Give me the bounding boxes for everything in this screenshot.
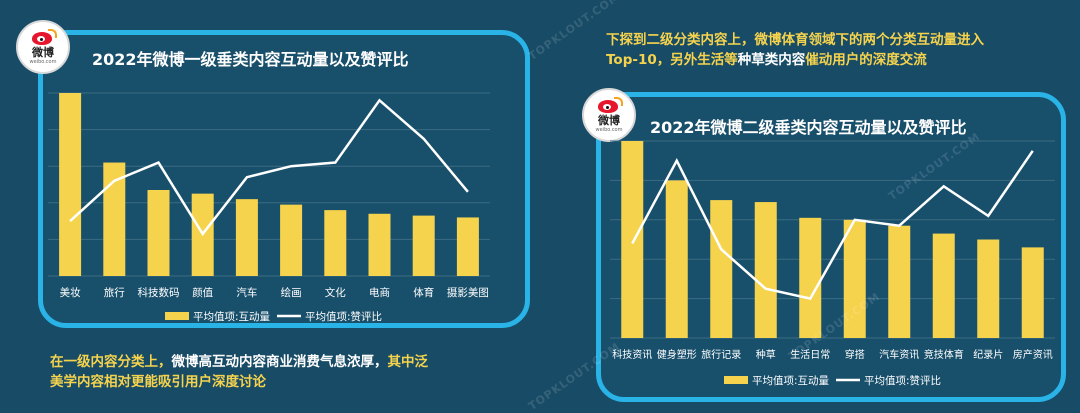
bar [103, 162, 126, 276]
logo-brand-text: 微博 [32, 45, 54, 59]
weibo-eye-icon [32, 28, 57, 46]
bar [843, 219, 866, 338]
bar [977, 239, 1000, 338]
bar [324, 210, 347, 276]
x-tick-label: 科技数码 [138, 286, 180, 299]
caption-run: 在一级内容分类上， [50, 354, 172, 370]
bar [59, 93, 82, 276]
bar [235, 199, 258, 276]
caption-secondary: 下探到二级分类内容上，微博体育领域下的两个分类互动量进入 Top-10，另外生活等… [606, 30, 984, 70]
weibo-logo: 微博 weibo.com [582, 88, 636, 142]
x-tick-label: 体育 [413, 286, 434, 299]
x-tick-label: 种草 [756, 348, 776, 361]
logo-domain-text: weibo.com [29, 58, 57, 65]
bar [412, 215, 435, 276]
bar [888, 225, 911, 338]
x-tick-label: 颜值 [192, 286, 213, 299]
bar [932, 233, 955, 338]
legend-label: 平均值项:赞评比 [305, 310, 382, 323]
x-tick-label: 房产资讯 [1013, 348, 1053, 361]
bar [1021, 247, 1044, 338]
x-tick-label: 文化 [325, 286, 346, 299]
weibo-logo: 微博 weibo.com [16, 20, 70, 74]
legend-label: 平均值项:互动量 [752, 374, 830, 387]
x-tick-label: 旅行 [104, 286, 125, 299]
caption-run: Top-10，另外生活等 [606, 52, 738, 68]
x-tick-label: 科技资讯 [612, 348, 652, 361]
chart-title-secondary: 2022年微博二级垂类内容互动量以及赞评比 [650, 118, 967, 137]
legend-swatch-bar [724, 376, 748, 384]
x-tick-label: 汽车 [236, 286, 257, 299]
x-tick-label: 旅行记录 [701, 348, 741, 361]
chart-title-primary: 2022年微博一级垂类内容互动量以及赞评比 [92, 50, 409, 69]
bar [456, 217, 479, 276]
x-tick-label: 生活日常 [790, 348, 830, 361]
x-tick-label: 健身塑形 [657, 348, 697, 361]
bar [710, 200, 733, 338]
line-series [631, 150, 1034, 301]
x-tick-label: 穿搭 [845, 348, 865, 361]
bar [754, 202, 777, 338]
legend-swatch-bar [165, 312, 189, 320]
caption-run: 微博高互动内容商业消费气息浓厚， [171, 354, 388, 370]
x-tick-label: 电商 [369, 286, 390, 299]
bar [368, 213, 391, 276]
x-tick-label: 摄影美图 [447, 286, 489, 299]
bar [799, 217, 822, 338]
legend-label: 平均值项:赞评比 [864, 374, 941, 387]
x-tick-label: 绘画 [281, 286, 302, 299]
logo-domain-text: weibo.com [595, 126, 623, 133]
caption-run: 其中泛 [387, 354, 429, 370]
logo-brand-text: 微博 [598, 113, 620, 127]
bar [147, 189, 170, 276]
x-tick-label: 美妆 [60, 286, 81, 299]
x-tick-label: 竞技体育 [924, 348, 964, 361]
bar [280, 204, 303, 276]
caption-run: 催动用户的深度交流 [805, 52, 927, 68]
weibo-eye-icon [598, 96, 623, 114]
x-tick-label: 纪录片 [973, 348, 1003, 361]
x-tick-label: 汽车资讯 [879, 348, 919, 361]
caption-run: 下探到二级分类内容上，微博体育领域下的两个分类互动量进入 [606, 32, 984, 48]
bar [621, 141, 644, 338]
caption-primary: 在一级内容分类上，微博高互动内容商业消费气息浓厚，其中泛美学内容相对更能吸引用户… [50, 352, 428, 392]
line-series [69, 98, 469, 237]
caption-run: 种草类内容 [737, 52, 806, 68]
bar [665, 180, 688, 338]
caption-run: 美学内容相对更能吸引用户深度讨论 [50, 374, 266, 390]
legend-label: 平均值项:互动量 [193, 310, 271, 323]
